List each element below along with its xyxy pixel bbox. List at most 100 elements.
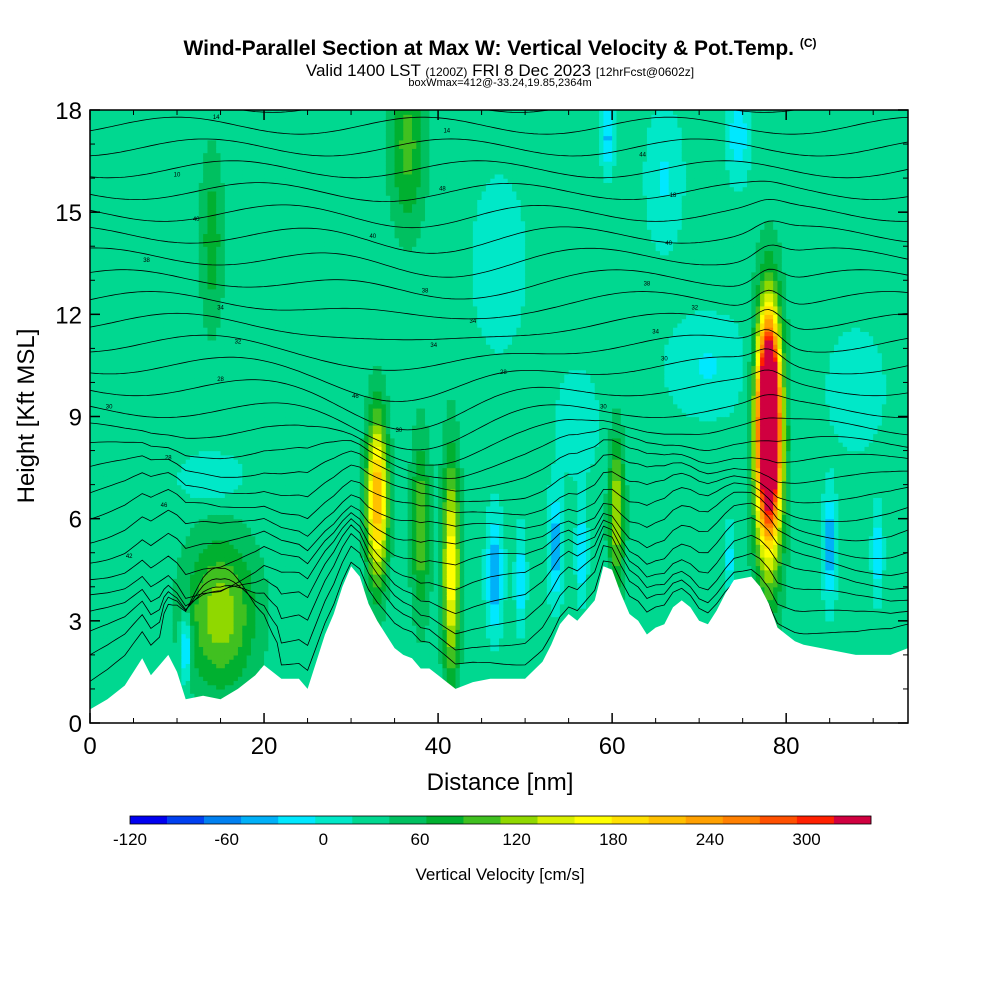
- velocity-cell: [229, 468, 234, 473]
- velocity-cell: [151, 387, 156, 392]
- velocity-cell: [112, 327, 117, 332]
- velocity-cell: [168, 608, 173, 613]
- velocity-cell: [99, 451, 104, 456]
- velocity-cell: [203, 336, 208, 341]
- velocity-cell: [194, 519, 199, 524]
- velocity-cell: [177, 638, 182, 643]
- velocity-cell: [94, 221, 99, 226]
- velocity-cell: [234, 327, 239, 332]
- velocity-cell: [203, 221, 208, 226]
- velocity-cell: [229, 523, 234, 528]
- velocity-cell: [142, 157, 147, 162]
- velocity-cell: [199, 459, 204, 464]
- velocity-cell: [221, 344, 226, 349]
- velocity-cell: [168, 340, 173, 345]
- velocity-cell: [103, 340, 108, 345]
- velocity-cell: [99, 361, 104, 366]
- velocity-cell: [234, 399, 239, 404]
- velocity-cell: [186, 314, 191, 319]
- velocity-cell: [216, 651, 221, 656]
- velocity-cell: [199, 523, 204, 528]
- velocity-cell: [190, 455, 195, 460]
- velocity-cell: [229, 212, 234, 217]
- velocity-cell: [177, 114, 182, 119]
- velocity-cell: [199, 204, 204, 209]
- velocity-cell: [147, 536, 152, 541]
- velocity-cell: [186, 680, 191, 685]
- velocity-cell: [190, 459, 195, 464]
- velocity-cell: [125, 348, 130, 353]
- velocity-cell: [99, 161, 104, 166]
- velocity-cell: [203, 476, 208, 481]
- velocity-cell: [212, 148, 217, 153]
- velocity-cell: [207, 276, 212, 281]
- velocity-cell: [225, 272, 230, 277]
- velocity-cell: [116, 540, 121, 545]
- velocity-cell: [203, 387, 208, 392]
- velocity-cell: [212, 157, 217, 162]
- velocity-cell: [190, 421, 195, 426]
- velocity-cell: [203, 629, 208, 634]
- velocity-cell: [160, 119, 165, 124]
- velocity-cell: [225, 382, 230, 387]
- velocity-cell: [234, 672, 239, 677]
- velocity-cell: [225, 502, 230, 507]
- velocity-cell: [221, 114, 226, 119]
- velocity-cell: [173, 561, 178, 566]
- velocity-cell: [177, 136, 182, 141]
- velocity-cell: [190, 429, 195, 434]
- velocity-cell: [207, 421, 212, 426]
- velocity-cell: [103, 131, 108, 136]
- velocity-cell: [125, 323, 130, 328]
- velocity-cell: [94, 468, 99, 473]
- velocity-cell: [190, 229, 195, 234]
- velocity-cell: [221, 127, 226, 132]
- velocity-cell: [142, 268, 147, 273]
- velocity-cell: [173, 540, 178, 545]
- velocity-cell: [138, 365, 143, 370]
- velocity-cell: [120, 161, 125, 166]
- velocity-cell: [94, 272, 99, 277]
- velocity-cell: [151, 293, 156, 298]
- velocity-cell: [173, 659, 178, 664]
- velocity-cell: [190, 642, 195, 647]
- velocity-cell: [107, 310, 112, 315]
- velocity-cell: [151, 553, 156, 558]
- velocity-cell: [103, 429, 108, 434]
- velocity-cell: [229, 314, 234, 319]
- velocity-cell: [155, 565, 160, 570]
- velocity-cell: [147, 212, 152, 217]
- velocity-cell: [225, 165, 230, 170]
- velocity-cell: [199, 536, 204, 541]
- velocity-cell: [212, 153, 217, 158]
- velocity-cell: [112, 476, 117, 481]
- velocity-cell: [173, 378, 178, 383]
- velocity-cell: [155, 157, 160, 162]
- velocity-cell: [234, 680, 239, 685]
- velocity-cell: [212, 178, 217, 183]
- velocity-cell: [164, 153, 169, 158]
- velocity-cell: [125, 638, 130, 643]
- velocity-cell: [181, 297, 186, 302]
- velocity-cell: [186, 685, 191, 690]
- velocity-cell: [216, 204, 221, 209]
- velocity-cell: [234, 600, 239, 605]
- velocity-cell: [120, 353, 125, 358]
- velocity-cell: [203, 229, 208, 234]
- velocity-cell: [103, 238, 108, 243]
- velocity-cell: [229, 591, 234, 596]
- velocity-cell: [151, 302, 156, 307]
- velocity-cell: [203, 114, 208, 119]
- velocity-cell: [112, 259, 117, 264]
- velocity-cell: [207, 178, 212, 183]
- velocity-cell: [221, 604, 226, 609]
- velocity-cell: [181, 621, 186, 626]
- velocity-cell: [155, 387, 160, 392]
- velocity-cell: [207, 685, 212, 690]
- velocity-cell: [199, 374, 204, 379]
- velocity-cell: [190, 208, 195, 213]
- velocity-cell: [221, 404, 226, 409]
- velocity-cell: [234, 204, 239, 209]
- velocity-cell: [125, 374, 130, 379]
- velocity-cell: [238, 399, 243, 404]
